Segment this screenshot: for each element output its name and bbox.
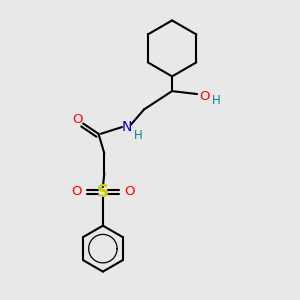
Text: O: O — [71, 185, 81, 198]
Text: O: O — [200, 90, 210, 103]
Text: N: N — [121, 120, 132, 134]
Text: O: O — [124, 185, 135, 198]
Text: H: H — [212, 94, 220, 107]
Text: H: H — [134, 129, 142, 142]
Text: S: S — [97, 183, 109, 201]
Text: O: O — [72, 113, 83, 126]
